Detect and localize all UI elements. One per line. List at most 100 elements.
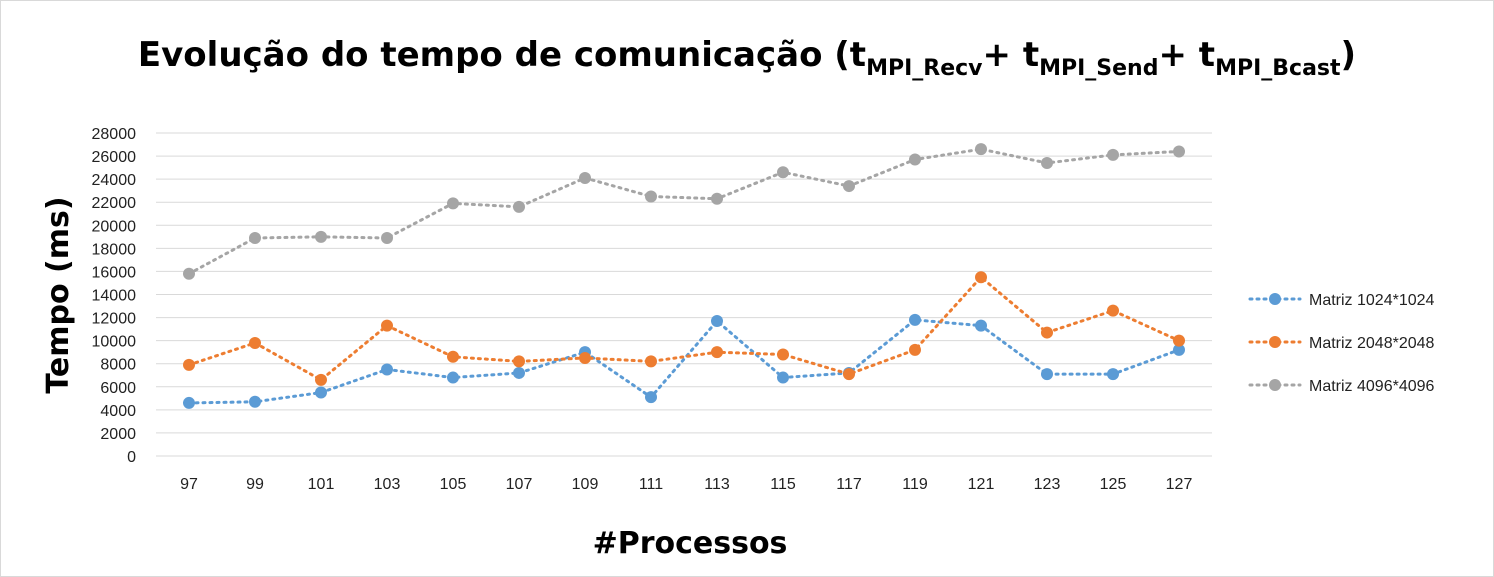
title-plus-bcast: + t: [1158, 35, 1215, 75]
series-line: [187, 275, 1181, 382]
y-tick-label: 8000: [100, 357, 136, 374]
series-2: [183, 271, 1185, 386]
y-tick-label: 18000: [92, 241, 137, 258]
data-point: [249, 395, 261, 408]
x-tick-label: 117: [836, 476, 862, 493]
data-point: [843, 180, 855, 193]
data-point: [711, 192, 723, 205]
data-point: [447, 197, 459, 210]
legend-item: Matriz 4096*4096: [1248, 378, 1435, 395]
x-axis-title: #Processos: [593, 526, 788, 561]
x-tick-label: 119: [902, 476, 928, 493]
data-point: [579, 351, 591, 364]
data-point: [183, 267, 195, 280]
x-tick-label: 125: [1100, 476, 1127, 493]
legend-label: Matriz 4096*4096: [1309, 378, 1435, 395]
y-tick-label: 6000: [100, 380, 136, 397]
title-main: Evolução do tempo de comunicação (t: [138, 35, 866, 75]
data-point: [645, 190, 657, 203]
title-sub-send: MPI_Send: [1039, 56, 1158, 81]
title-sub-recv: MPI_Recv: [866, 56, 983, 81]
x-axis-ticks: 97 99 101 103 105 107 109 111 113 115 117 119 121 123…: [180, 476, 1192, 493]
data-point: [777, 371, 789, 384]
gridlines: [156, 132, 1212, 457]
data-point: [975, 319, 987, 332]
legend-swatch-marker: [1269, 293, 1281, 305]
y-tick-label: 4000: [100, 403, 136, 420]
y-tick-label: 26000: [92, 149, 137, 166]
x-tick-label: 103: [374, 476, 401, 493]
title-sub-bcast: MPI_Bcast: [1215, 56, 1341, 81]
x-tick-label: 121: [968, 476, 995, 493]
data-point: [1041, 326, 1053, 339]
chart-title: Evolução do tempo de comunicação (tMPI_R…: [138, 35, 1356, 81]
title-plus-send: + t: [983, 35, 1040, 75]
data-point: [513, 355, 525, 368]
data-point: [777, 166, 789, 179]
x-tick-label: 113: [704, 476, 730, 493]
title-close: ): [1341, 35, 1357, 75]
legend-label: Matriz 2048*2048: [1309, 335, 1435, 352]
x-tick-label: 123: [1034, 476, 1061, 493]
y-tick-label: 28000: [92, 126, 137, 143]
legend-swatch-marker: [1269, 379, 1281, 391]
data-point: [1041, 156, 1053, 169]
y-tick-label: 20000: [92, 218, 137, 235]
series-3: [183, 143, 1185, 280]
y-axis-title: Tempo (ms): [41, 196, 76, 393]
data-point: [1173, 334, 1185, 347]
series-line: [187, 147, 1181, 276]
y-tick-label: 16000: [92, 264, 137, 281]
x-tick-label: 127: [1166, 476, 1193, 493]
data-point: [315, 230, 327, 243]
data-point: [315, 386, 327, 399]
data-point: [645, 355, 657, 368]
data-point: [183, 358, 195, 371]
data-point: [909, 343, 921, 356]
data-point: [1107, 148, 1119, 161]
data-point: [381, 231, 393, 244]
data-point: [513, 200, 525, 213]
data-point: [381, 363, 393, 376]
data-point: [1173, 145, 1185, 158]
legend: Matriz 1024*1024 Matriz 2048*2048 Matriz 4…: [1248, 292, 1435, 395]
data-point: [1107, 304, 1119, 317]
data-point: [711, 315, 723, 328]
data-point: [975, 143, 987, 156]
data-point: [579, 171, 591, 184]
y-axis-ticks: 0 2000 4000 6000 8000 10000 12000 14000 16000 180…: [92, 126, 137, 466]
x-tick-label: 107: [506, 476, 533, 493]
data-point: [513, 366, 525, 379]
x-tick-label: 105: [440, 476, 467, 493]
data-point: [909, 313, 921, 326]
y-tick-label: 14000: [92, 288, 137, 305]
y-tick-label: 12000: [92, 311, 137, 328]
y-tick-label: 10000: [92, 334, 137, 351]
data-point: [1107, 368, 1119, 381]
data-point: [381, 319, 393, 332]
data-point: [1041, 368, 1053, 381]
data-point: [447, 350, 459, 363]
y-tick-label: 2000: [100, 426, 136, 443]
data-point: [777, 348, 789, 361]
data-point: [183, 396, 195, 409]
y-tick-label: 0: [127, 449, 136, 466]
series-1: [183, 313, 1185, 409]
data-point: [645, 391, 657, 404]
data-point: [909, 153, 921, 166]
data-point: [1173, 343, 1185, 356]
x-tick-label: 101: [308, 476, 335, 493]
data-point: [447, 371, 459, 384]
legend-label: Matriz 1024*1024: [1309, 292, 1435, 309]
series-line: [187, 318, 1181, 405]
x-tick-label: 111: [639, 476, 663, 493]
legend-item: Matriz 2048*2048: [1248, 335, 1435, 352]
legend-swatch-marker: [1269, 336, 1281, 348]
x-tick-label: 109: [572, 476, 599, 493]
y-tick-label: 22000: [92, 195, 137, 212]
x-tick-label: 97: [180, 476, 198, 493]
data-point: [711, 346, 723, 359]
data-point: [975, 271, 987, 284]
legend-item: Matriz 1024*1024: [1248, 292, 1435, 309]
y-tick-label: 24000: [92, 172, 137, 189]
